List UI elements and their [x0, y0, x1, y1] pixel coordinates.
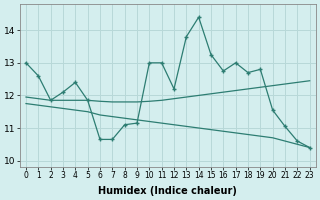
X-axis label: Humidex (Indice chaleur): Humidex (Indice chaleur) [98, 186, 237, 196]
